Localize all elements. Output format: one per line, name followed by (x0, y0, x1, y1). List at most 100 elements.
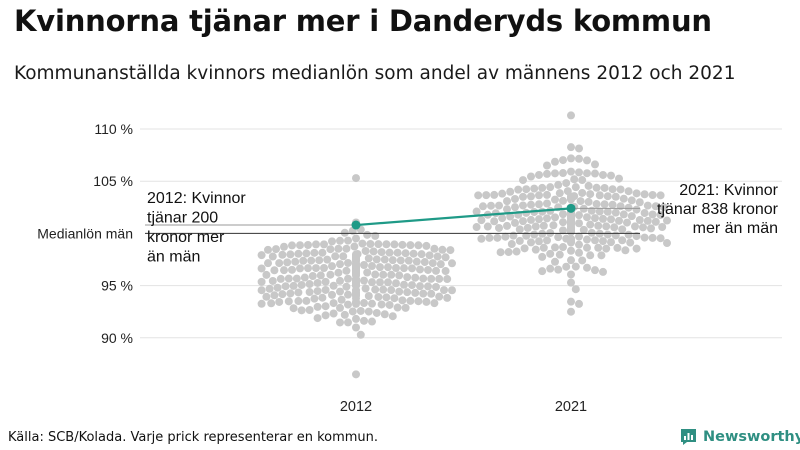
dot-2012 (292, 274, 301, 283)
dot-2021 (567, 227, 575, 236)
dot-2012 (320, 264, 328, 273)
dot-2021 (482, 191, 491, 200)
dot-2012 (344, 274, 352, 283)
dot-2021 (583, 243, 591, 252)
dot-2012 (360, 276, 368, 285)
dot-2021 (575, 154, 583, 163)
dot-2021 (567, 270, 575, 279)
annotation-2012: 2012: Kvinnor tjänar 200 kronor mer än män (147, 190, 246, 266)
dot-2021 (503, 197, 511, 206)
dot-2021 (527, 238, 535, 247)
dot-2021 (501, 232, 510, 241)
dot-2021 (602, 244, 611, 253)
dot-2021 (555, 250, 564, 259)
dot-2012 (313, 314, 322, 323)
dot-2021 (594, 221, 603, 230)
dot-2012 (358, 239, 367, 248)
dot-2012 (257, 251, 266, 260)
dot-2021 (485, 233, 494, 242)
dot-2012 (361, 246, 370, 255)
dot-2021 (535, 237, 543, 246)
dot-2012 (416, 282, 424, 291)
dot-2021 (506, 187, 515, 196)
dot-2012 (342, 266, 351, 275)
dot-2012 (302, 249, 311, 258)
dot-2012 (352, 314, 360, 323)
dot-2012 (283, 258, 292, 267)
dot-2012 (308, 271, 317, 280)
dot-2012 (403, 288, 412, 297)
dot-2021 (549, 221, 558, 230)
dot-2012 (352, 234, 360, 243)
dot-2012 (424, 265, 432, 274)
dot-2012 (328, 237, 336, 246)
brand-name: Newsworthy (703, 428, 800, 445)
dot-2021 (578, 176, 587, 185)
dot-2021 (559, 226, 567, 235)
dot-2021 (648, 233, 657, 242)
dot-2021 (616, 185, 625, 194)
dot-2012 (400, 280, 408, 289)
dot-2012 (297, 280, 306, 289)
dot-2012 (363, 268, 372, 277)
dot-2021 (559, 243, 567, 252)
dot-2021 (531, 245, 540, 254)
dot-2012 (435, 292, 444, 301)
dot-2012 (417, 250, 426, 259)
dot-2012 (422, 241, 431, 250)
annotation-line: tjänar 200 (147, 210, 218, 227)
dot-2012 (376, 263, 384, 272)
dot-2021 (575, 219, 583, 228)
dot-2012 (321, 302, 330, 311)
dot-2021 (570, 175, 579, 184)
dot-2021 (527, 200, 535, 209)
dot-2012 (379, 285, 388, 294)
dot-2012 (438, 245, 447, 254)
dot-2021 (567, 111, 575, 120)
dot-2021 (656, 210, 665, 219)
dot-2021 (559, 210, 567, 219)
dot-2012 (404, 256, 413, 265)
dot-2012 (427, 274, 436, 283)
dot-2021 (496, 248, 505, 257)
dot-2021 (618, 236, 627, 245)
dot-2012 (368, 278, 376, 287)
dot-2012 (312, 264, 320, 273)
dot-2021 (539, 221, 548, 230)
dot-2012 (326, 245, 335, 254)
dot-2021 (624, 230, 633, 239)
dot-2012 (329, 299, 338, 308)
dot-2012 (368, 262, 376, 271)
dot-2021 (562, 262, 571, 271)
dot-2021 (571, 262, 580, 271)
dot-2012 (360, 299, 368, 308)
dot-2021 (597, 251, 606, 260)
dot-2021 (503, 205, 511, 214)
dot-2021 (607, 171, 615, 180)
dot-2021 (578, 256, 587, 265)
dot-2012 (318, 293, 327, 302)
dot-2012 (310, 248, 319, 257)
dot-2012 (328, 262, 336, 271)
reference-line-group: Medianlön män (37, 225, 640, 241)
dot-2012 (344, 258, 352, 267)
dot-2012 (361, 284, 370, 293)
dot-2012 (294, 249, 303, 258)
brand-logo[interactable]: Newsworthy (680, 428, 800, 445)
dot-2012 (406, 241, 415, 250)
dot-2012 (372, 255, 381, 264)
dot-2012 (387, 286, 396, 295)
dot-2012 (336, 236, 344, 245)
dot-2021 (527, 172, 535, 181)
annotation-2021: 2021: Kvinnor tjänar 838 kronor mer än män (657, 182, 779, 237)
dot-2012 (376, 278, 384, 287)
dot-2012 (313, 287, 322, 296)
dot-2021 (640, 233, 649, 242)
dot-2012 (289, 304, 298, 313)
dot-2012 (350, 242, 359, 251)
dot-2012 (257, 277, 266, 286)
dot-2012 (336, 287, 344, 296)
dot-2012 (344, 318, 352, 327)
dot-2012 (340, 310, 349, 319)
dot-2012 (291, 257, 300, 266)
